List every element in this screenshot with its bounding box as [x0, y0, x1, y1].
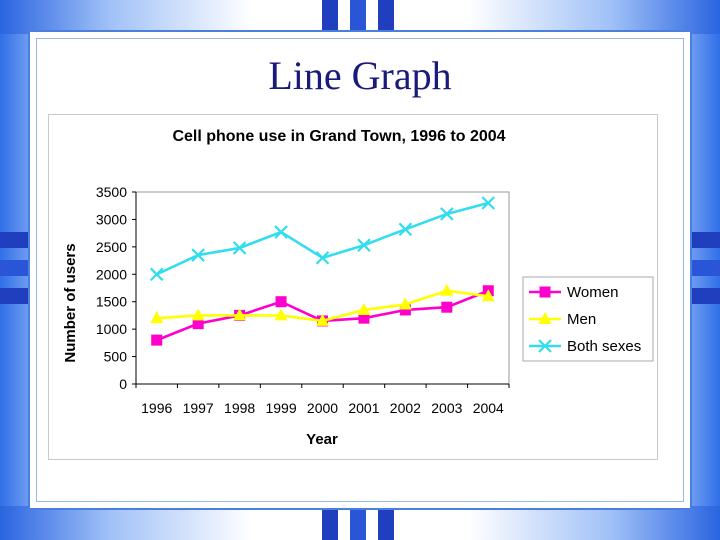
y-tick-label: 2500 [96, 239, 127, 255]
x-tick-label: 2003 [431, 400, 462, 416]
data-point-women [441, 301, 453, 313]
slide-inner-border [36, 38, 684, 502]
data-point-both-sexes [315, 251, 330, 265]
data-point-both-sexes [274, 225, 288, 239]
data-point-both-sexes [191, 248, 205, 262]
y-tick-label: 1000 [96, 321, 127, 337]
x-tick-label: 1996 [141, 400, 172, 416]
x-tick-label: 1998 [224, 400, 255, 416]
legend-label-women: Women [567, 284, 618, 301]
legend-label-both-sexes: Both sexes [567, 338, 641, 355]
data-point-men [357, 302, 371, 315]
plot-layer: 0 500 1000 1500 2000 2500 3000 3500 1996 1997 1998… [96, 184, 510, 416]
legend-marker-women [539, 286, 551, 298]
data-point-both-sexes [440, 207, 454, 221]
legend: Women Men Both sexes [522, 276, 654, 362]
legend-label-men: Men [567, 311, 596, 328]
data-point-both-sexes [357, 238, 371, 252]
legend-marker-both-sexes [538, 339, 552, 353]
x-tick-label: 2001 [348, 400, 379, 416]
y-tick-label: 3500 [96, 184, 127, 200]
data-point-both-sexes [232, 241, 247, 255]
x-tick-label: 2004 [473, 400, 504, 416]
data-point-both-sexes [481, 196, 496, 210]
chart-container: Cell phone use in Grand Town, 1996 to 20… [48, 114, 658, 460]
y-axis-label: Number of users [62, 243, 79, 362]
data-point-men [233, 308, 247, 321]
data-point-women [192, 318, 204, 330]
data-point-men [274, 308, 288, 321]
plot-area [135, 191, 510, 385]
y-tick-label: 3000 [96, 211, 127, 227]
data-point-women [399, 304, 411, 316]
data-point-men [150, 311, 164, 324]
line-chart: Cell phone use in Grand Town, 1996 to 20… [62, 128, 654, 448]
data-point-men [191, 308, 205, 321]
x-axis-label: Year [306, 431, 338, 448]
x-tick-label: 1999 [265, 400, 296, 416]
x-tick-label: 1997 [183, 400, 214, 416]
data-point-men [398, 297, 412, 310]
y-tick-label: 500 [104, 349, 128, 365]
y-tick-label: 2000 [96, 266, 127, 282]
x-tick-label: 2000 [307, 400, 338, 416]
data-point-men [481, 289, 495, 302]
series-line-both-sexes [156, 201, 489, 276]
chart-title: Cell phone use in Grand Town, 1996 to 20… [172, 128, 505, 145]
y-tick-label: 0 [119, 376, 127, 392]
legend-marker-men [538, 312, 552, 324]
data-point-men [316, 313, 329, 326]
y-tick-label: 1500 [96, 294, 127, 310]
data-point-women [151, 334, 163, 346]
x-tick-label: 2002 [390, 400, 421, 416]
slide-title: Line Graph [268, 53, 452, 98]
data-point-men [440, 283, 454, 296]
data-point-both-sexes [398, 222, 413, 237]
data-point-women [275, 296, 287, 308]
data-point-women [358, 312, 370, 324]
data-point-both-sexes [149, 267, 164, 282]
